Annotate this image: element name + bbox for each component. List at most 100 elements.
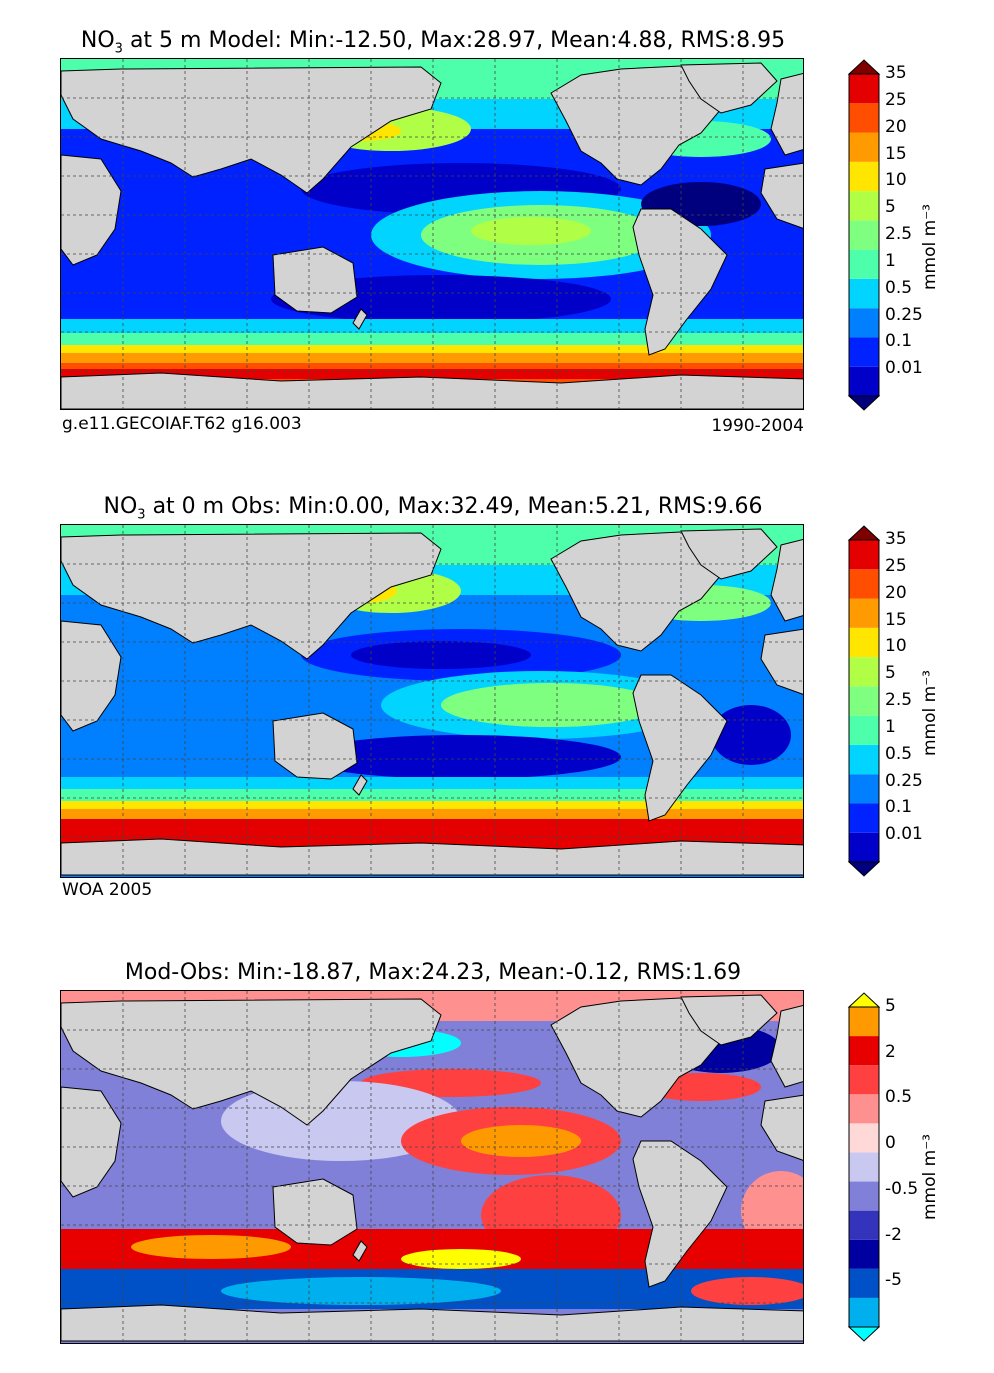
colorbar-tick-label: 25 xyxy=(885,89,907,110)
colorbar-segment xyxy=(849,744,879,775)
colorbar-tick-label: 0.1 xyxy=(885,797,913,818)
colorbar-tick-label: 5 xyxy=(885,663,896,684)
colorbar-tick-label: 10 xyxy=(885,636,907,657)
colorbar-tick-label: 0.01 xyxy=(885,824,923,845)
colorbar-tick-label: 25 xyxy=(885,555,907,576)
colorbar-segment xyxy=(849,540,879,570)
colorbar-frame xyxy=(848,73,880,397)
colorbar-segment xyxy=(849,132,879,162)
subtropic-gyre-n-core xyxy=(351,641,531,669)
colorbar-tick-label: 20 xyxy=(885,116,907,137)
colorbar-extend-min xyxy=(847,1326,881,1342)
atlantic-gyre-s xyxy=(711,705,791,765)
colorbar-tick-label: 5 xyxy=(885,197,896,218)
colorbar-tick-label: 5 xyxy=(885,996,896,1016)
southern-ocean-peak-2 xyxy=(401,1249,521,1269)
colorbar-tick-label: 0.25 xyxy=(885,304,923,325)
south-band-2 xyxy=(61,789,803,801)
colorbar-segment xyxy=(849,1123,879,1153)
colorbar-segment xyxy=(849,1065,879,1095)
colorbar-segment xyxy=(849,627,879,658)
colorbar-tick-label: 2 xyxy=(885,1041,896,1062)
eq-pacific-core xyxy=(461,1125,581,1157)
panel1-colorbar xyxy=(847,59,881,411)
panel3-title: Mod-Obs: Min:-18.87, Max:24.23, Mean:-0.… xyxy=(124,960,742,985)
southern-ocean-neg-2 xyxy=(691,1277,803,1305)
colorbar-segment xyxy=(849,103,879,133)
panel1-title: NO3 at 5 m Model: Min:-12.50, Max:28.97,… xyxy=(80,28,786,57)
south-band-4 xyxy=(61,353,803,363)
south-band-4 xyxy=(61,809,803,819)
colorbar-segment xyxy=(849,686,879,716)
panel2-map xyxy=(60,524,804,878)
south-band-3 xyxy=(61,345,803,353)
panel2-colorbar xyxy=(847,525,881,877)
colorbar-segment xyxy=(849,191,879,221)
colorbar-segment xyxy=(849,337,879,367)
south-band-1 xyxy=(61,777,803,789)
colorbar-tick-label: 35 xyxy=(885,529,907,549)
panel2-colorbar-unit: mmol m⁻³ xyxy=(920,670,940,756)
south-band-2 xyxy=(61,333,803,345)
south-band-3 xyxy=(61,801,803,809)
colorbar-segment xyxy=(849,1094,879,1124)
colorbar-tick-label: 2.5 xyxy=(885,690,913,710)
colorbar-segment xyxy=(849,657,879,687)
colorbar-segment xyxy=(849,715,879,745)
colorbar-extend-min xyxy=(847,395,881,411)
colorbar-extend-min xyxy=(847,861,881,877)
panel1-map xyxy=(60,58,804,410)
colorbar-tick-label: 2.5 xyxy=(885,224,913,244)
colorbar-tick-label: 0.01 xyxy=(885,358,923,379)
panel2-title: NO3 at 0 m Obs: Min:0.00, Max:32.49, Mea… xyxy=(103,494,763,523)
colorbar-segment xyxy=(849,161,879,192)
southern-ocean-peak-1 xyxy=(131,1235,291,1259)
colorbar-tick-label: 20 xyxy=(885,582,907,603)
colorbar-tick-label: 0 xyxy=(885,1133,896,1154)
colorbar-tick-label: 15 xyxy=(885,609,907,630)
colorbar-tick-label: 15 xyxy=(885,143,907,164)
colorbar-segment xyxy=(849,1036,879,1066)
colorbar-tick-label: -2 xyxy=(885,1224,902,1245)
eq-upwelling-core xyxy=(471,217,591,245)
colorbar-tick-label: 0.25 xyxy=(885,770,923,791)
panel2-source-label: WOA 2005 xyxy=(62,880,153,900)
colorbar-tick-label: 0.5 xyxy=(885,1087,913,1108)
panel3-colorbar xyxy=(847,992,881,1342)
colorbar-extend-max xyxy=(847,525,881,541)
panel1-colorbar-unit: mmol m⁻³ xyxy=(920,204,940,290)
colorbar-tick-label: -0.5 xyxy=(885,1178,919,1199)
colorbar-tick-label: 35 xyxy=(885,63,907,83)
colorbar-segment xyxy=(849,1239,879,1269)
colorbar-tick-label: 0.1 xyxy=(885,331,913,352)
subtropic-gyre-s xyxy=(301,735,621,779)
colorbar-tick-label: 0.5 xyxy=(885,277,913,298)
colorbar-segment xyxy=(849,832,879,862)
panel3-map xyxy=(60,990,804,1344)
southern-ocean-neg-1 xyxy=(221,1277,501,1305)
colorbar-segment xyxy=(849,1007,879,1037)
colorbar-segment xyxy=(849,569,879,599)
panel1-period-label: 1990-2004 xyxy=(711,416,804,436)
colorbar-tick-label: 1 xyxy=(885,716,896,737)
colorbar-segment xyxy=(849,1297,879,1327)
colorbar-segment xyxy=(849,803,879,833)
colorbar-segment xyxy=(849,598,879,628)
colorbar-tick-label: 1 xyxy=(885,250,896,271)
colorbar-tick-label: 10 xyxy=(885,170,907,191)
colorbar-segment xyxy=(849,74,879,104)
colorbar-extend-max xyxy=(847,992,881,1008)
colorbar-frame xyxy=(848,539,880,863)
panel1-source-label: g.e11.GECOIAF.T62 g16.003 xyxy=(62,414,302,434)
colorbar-segment xyxy=(849,308,879,338)
colorbar-segment xyxy=(849,1152,879,1182)
colorbar-segment xyxy=(849,1268,879,1298)
colorbar-frame xyxy=(848,1006,880,1328)
colorbar-segment xyxy=(849,774,879,804)
south-band-1 xyxy=(61,319,803,333)
panel3-colorbar-unit: mmol m⁻³ xyxy=(920,1134,940,1220)
colorbar-segment xyxy=(849,249,879,279)
colorbar-segment xyxy=(849,366,879,396)
south-band-6 xyxy=(61,369,803,379)
colorbar-tick-label: -5 xyxy=(885,1270,902,1291)
